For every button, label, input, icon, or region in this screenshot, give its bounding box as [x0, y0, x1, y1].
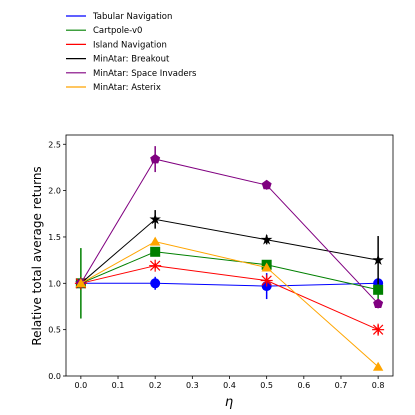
x-tick-label: 0.6: [297, 381, 310, 390]
x-axis: 0.0 0.1 0.2 0.3 0.4 0.5 0.6 0.7 0.8: [74, 376, 385, 390]
x-axis-label: η: [225, 395, 233, 410]
y-axis-label: Relative total average returns: [30, 166, 44, 345]
data-point: [373, 284, 384, 295]
x-tick-label: 0.3: [186, 381, 199, 390]
series: [74, 259, 385, 336]
x-tick-label: 0.4: [223, 381, 236, 390]
y-tick-label: 1.5: [48, 233, 61, 242]
legend-label: Island Navigation: [93, 40, 167, 50]
legend-label: Cartpole-v0: [93, 26, 142, 36]
data-point: [373, 298, 384, 308]
y-tick-label: 1.0: [48, 279, 61, 288]
x-tick-label: 0.7: [335, 381, 348, 390]
series: [75, 210, 384, 289]
x-tick-label: 0.5: [260, 381, 273, 390]
series-line: [80, 251, 379, 291]
y-tick-label: 0.0: [48, 372, 61, 381]
data-point: [261, 179, 272, 190]
data-point: [372, 323, 385, 336]
series: [75, 236, 384, 371]
y-tick-label: 2.5: [48, 140, 61, 149]
x-tick-label: 0.2: [149, 381, 162, 390]
legend-label: MinAtar: Asterix: [93, 83, 161, 93]
data-point: [149, 236, 161, 246]
y-tick-label: 0.5: [48, 326, 61, 335]
series-layer: [74, 146, 385, 371]
y-tick-label: 2.0: [48, 187, 61, 196]
plot-frame: [65, 134, 394, 377]
plot-area: 0.0 0.5 1.0 1.5 2.0 2.5 0.0 0.1 0.2 0.3 0.4 0.5 0.6…: [48, 134, 394, 390]
x-tick-label: 0.0: [74, 381, 87, 390]
series: [75, 246, 384, 319]
x-tick-label: 0.8: [372, 381, 385, 390]
series-line: [80, 218, 379, 284]
y-axis: 0.0 0.5 1.0 1.5 2.0 2.5: [48, 140, 66, 381]
data-point: [75, 278, 87, 288]
data-point: [260, 233, 273, 245]
x-tick-label: 0.1: [112, 381, 125, 390]
data-point: [150, 278, 161, 289]
data-point: [150, 246, 161, 257]
data-point: [149, 259, 162, 272]
legend-label: MinAtar: Space Invaders: [93, 69, 197, 79]
data-point: [372, 254, 384, 265]
series-line: [80, 158, 379, 305]
data-point: [261, 262, 272, 272]
legend: Tabular Navigation Cartpole-v0 Island Navi…: [66, 12, 197, 93]
data-point: [260, 274, 273, 287]
legend-label: Tabular Navigation: [92, 12, 172, 22]
series: [75, 273, 384, 300]
series-line: [80, 241, 379, 368]
series-line: [80, 265, 379, 331]
data-point: [150, 153, 161, 164]
legend-label: MinAtar: Breakout: [93, 55, 170, 65]
series-line: [80, 282, 379, 287]
data-point: [149, 213, 161, 225]
data-point: [372, 361, 384, 371]
